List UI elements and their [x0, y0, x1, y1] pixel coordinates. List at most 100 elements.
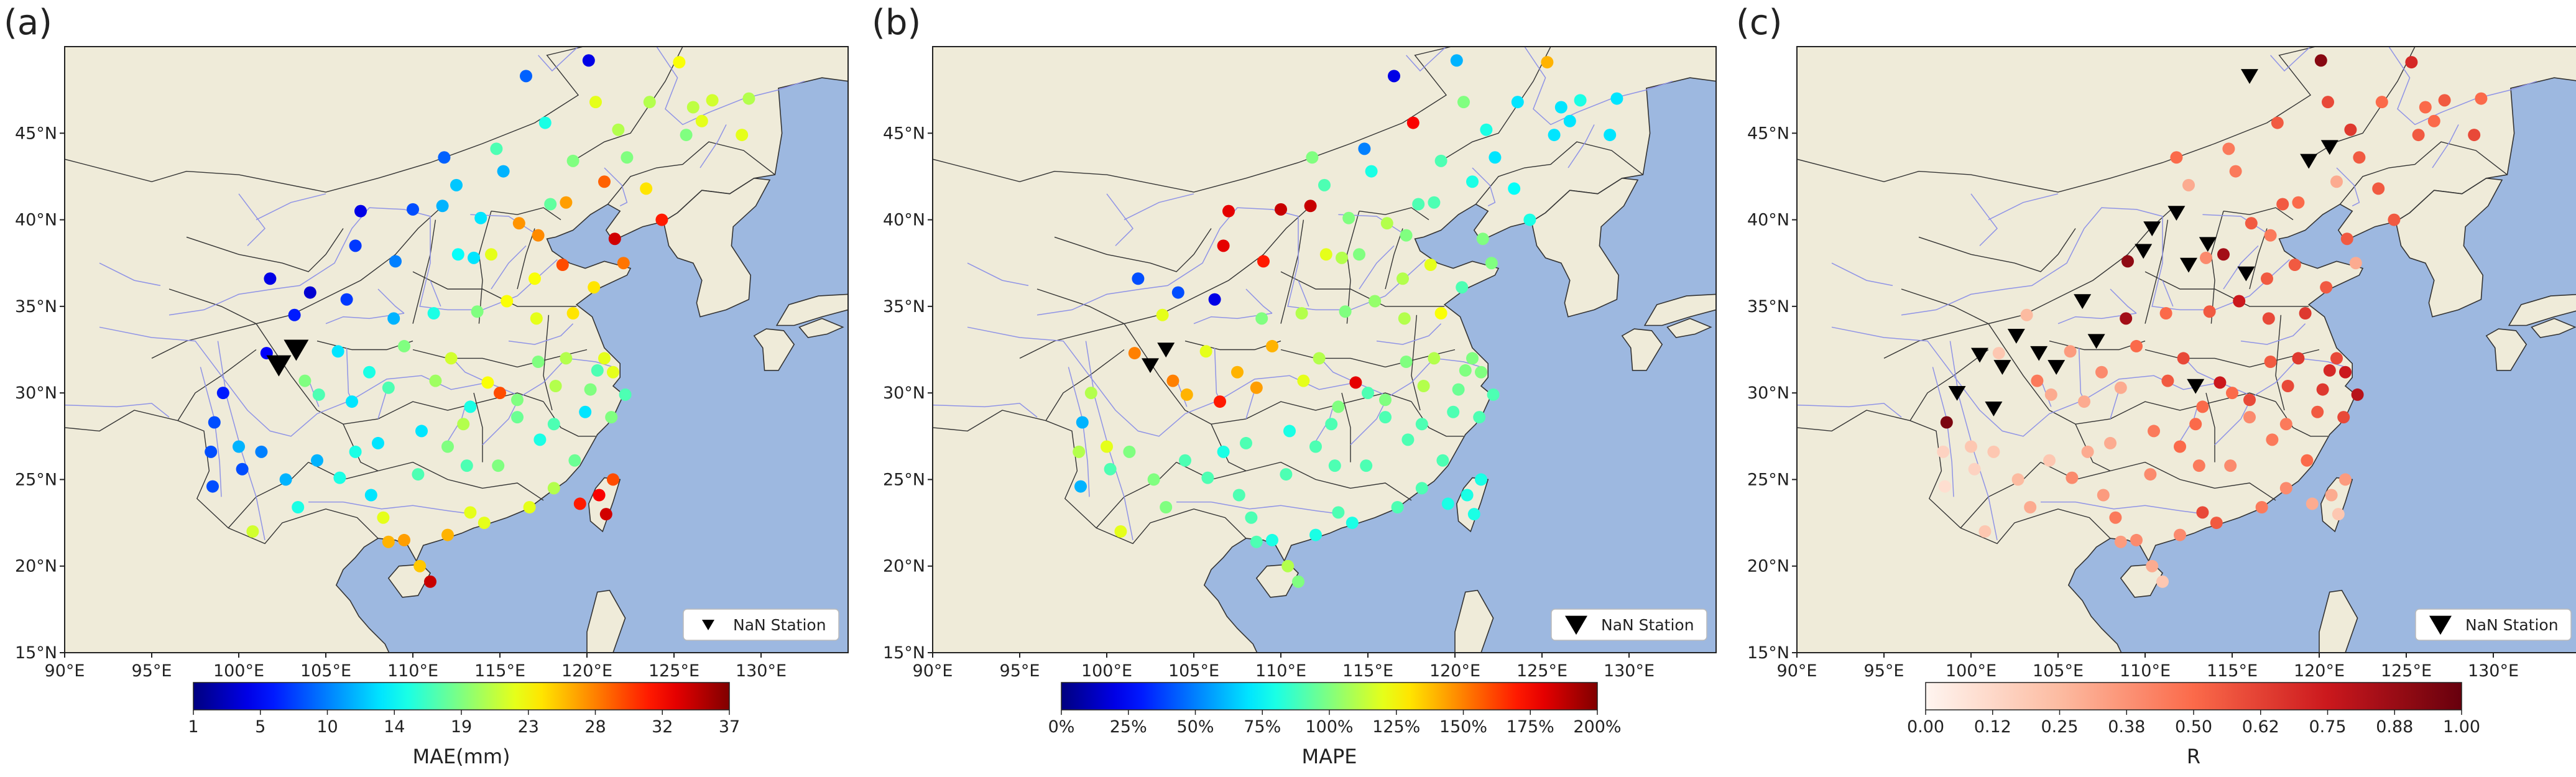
station-marker: [2264, 356, 2277, 368]
station-marker: [523, 501, 536, 513]
station-marker: [468, 251, 480, 264]
station-marker: [398, 533, 410, 546]
river-line: [1085, 341, 1133, 541]
station-marker: [2011, 473, 2024, 486]
river-line: [1524, 47, 1673, 126]
station-marker: [279, 473, 292, 486]
station-marker: [407, 203, 419, 216]
station-marker: [1297, 374, 1310, 387]
station-marker: [533, 433, 547, 446]
river-line: [1988, 193, 2059, 221]
map-area: [65, 47, 848, 653]
korea-land: [663, 177, 771, 318]
lat-tick-label: 30°N: [15, 384, 57, 403]
nan-station-marker: [1971, 347, 1988, 363]
station-marker: [1232, 489, 1245, 502]
station-marker: [573, 497, 586, 510]
nan-station-marker: [1985, 402, 2003, 416]
station-marker: [349, 445, 362, 458]
river-line: [967, 262, 1029, 287]
lon-tick-label: 115°E: [474, 661, 525, 681]
river-line: [2214, 401, 2250, 446]
river-line: [1176, 501, 1342, 515]
lat-tick-label: 40°N: [883, 211, 925, 230]
legend-box: [683, 609, 839, 641]
station-marker: [2121, 255, 2134, 268]
station-marker: [560, 196, 573, 209]
nan-station-marker: [2007, 329, 2025, 344]
river-line: [65, 403, 170, 418]
station-marker: [2229, 165, 2242, 178]
station-marker: [1466, 175, 1479, 188]
river-line: [538, 47, 579, 72]
legend-label: NaN Station: [2465, 616, 2559, 634]
border-line: [933, 47, 1452, 193]
station-marker: [2301, 454, 2314, 467]
border-line: [1211, 424, 1247, 472]
station-marker: [1362, 387, 1374, 400]
station-marker: [1084, 387, 1097, 400]
station-marker: [2044, 388, 2057, 401]
station-marker: [1250, 381, 1263, 394]
station-marker: [2020, 308, 2033, 321]
station-marker: [1160, 501, 1173, 513]
station-marker: [1428, 196, 1441, 209]
station-marker: [2344, 123, 2357, 136]
station-marker: [1968, 462, 1981, 476]
river-line: [508, 323, 574, 345]
station-marker: [2314, 54, 2327, 67]
colorbar-label: MAE(mm): [412, 745, 510, 768]
station-marker: [1283, 425, 1296, 438]
station-marker: [415, 425, 428, 438]
station-marker: [530, 312, 543, 325]
station-marker: [566, 154, 579, 167]
station-marker: [1380, 217, 1393, 230]
station-marker: [485, 248, 497, 261]
station-marker: [1217, 445, 1230, 458]
station-marker: [1132, 272, 1145, 285]
river-line: [377, 288, 405, 314]
lat-tick-label: 15°N: [15, 643, 57, 663]
legend-box: [2415, 609, 2572, 641]
station-marker: [2299, 307, 2312, 320]
border-line: [1909, 349, 1989, 421]
station-marker: [312, 388, 325, 401]
station-marker: [1401, 433, 1415, 446]
legend-nan-marker: [702, 620, 714, 630]
border-line: [473, 392, 483, 462]
station-marker: [1489, 151, 1502, 164]
hainan-land: [2120, 564, 2163, 598]
station-marker: [372, 436, 384, 449]
lon-tick-label: 125°E: [2381, 661, 2432, 681]
station-marker: [1480, 123, 1493, 136]
station-marker: [2325, 489, 2338, 502]
station-marker: [695, 114, 708, 127]
station-marker: [2339, 366, 2352, 379]
station-marker: [2332, 508, 2345, 521]
station-marker: [1473, 411, 1486, 424]
station-marker: [1318, 178, 1331, 191]
border-line: [1797, 410, 2111, 545]
border-line: [2223, 207, 2294, 221]
station-marker: [236, 462, 249, 476]
station-marker: [2130, 339, 2143, 352]
station-marker: [2192, 459, 2205, 472]
river-line: [491, 245, 527, 290]
river-line: [2270, 47, 2311, 72]
station-marker: [2196, 506, 2209, 519]
river-line: [1472, 167, 1496, 206]
station-marker: [1428, 352, 1441, 365]
border-line: [177, 349, 257, 421]
lat-tick-label: 20°N: [883, 557, 925, 576]
colorbar-label: R: [2187, 745, 2200, 768]
colorbar-tick-label: 150%: [1439, 717, 1487, 737]
station-marker: [2419, 101, 2432, 114]
station-marker: [520, 70, 532, 83]
station-marker: [1937, 445, 1950, 458]
border-line: [169, 209, 440, 324]
legend-label: NaN Station: [733, 616, 826, 634]
river-line: [2202, 214, 2271, 236]
river-line: [1901, 207, 2290, 316]
station-marker: [205, 445, 218, 458]
border-line: [2275, 401, 2328, 437]
